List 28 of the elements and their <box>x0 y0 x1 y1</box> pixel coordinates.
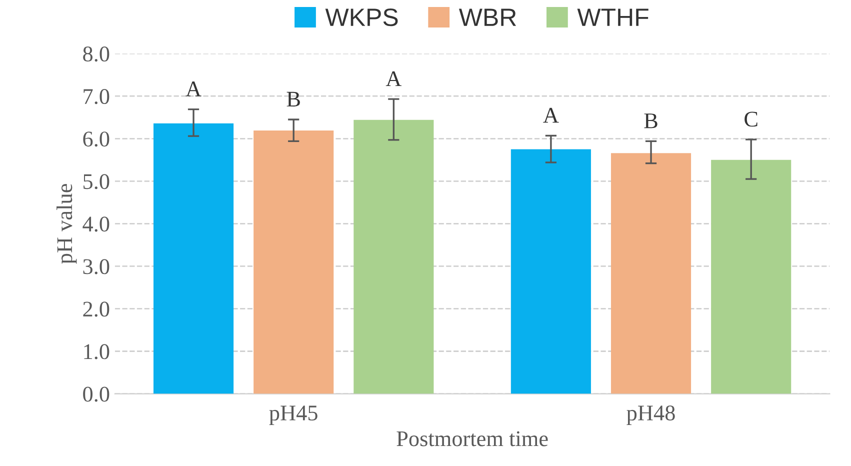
data-label: C <box>744 112 758 127</box>
y-tick-label: 8.0 <box>83 46 110 62</box>
legend-label: WBR <box>458 8 516 26</box>
y-tick-label: 7.0 <box>84 89 110 104</box>
y-tick-label: 4.0 <box>82 216 110 232</box>
x-tick-label: pH48 <box>626 406 675 426</box>
x-tick-label: pH45 <box>269 406 318 426</box>
legend-label: WKPS <box>325 8 398 26</box>
y-axis-title: pH value <box>56 184 77 264</box>
bar <box>610 153 692 394</box>
data-label: A <box>186 82 202 96</box>
data-label: B <box>644 114 658 128</box>
data-label: A <box>386 71 402 86</box>
bar <box>711 160 792 394</box>
y-tick-label: 6.0 <box>83 132 110 147</box>
y-tick-label: 5.0 <box>84 174 110 190</box>
data-label: B <box>286 92 300 106</box>
x-axis-title: Postmortem time <box>396 431 548 446</box>
bar <box>354 120 434 394</box>
y-tick-label: 1.0 <box>84 344 110 360</box>
y-tick-label: 3.0 <box>83 259 110 274</box>
data-label: A <box>543 108 559 123</box>
bar <box>510 149 591 394</box>
bar <box>153 123 234 394</box>
y-tick-label: 2.0 <box>83 302 110 317</box>
legend-label: WTHF <box>577 8 648 26</box>
bar <box>254 130 334 394</box>
y-tick-label: 0.0 <box>83 386 110 402</box>
